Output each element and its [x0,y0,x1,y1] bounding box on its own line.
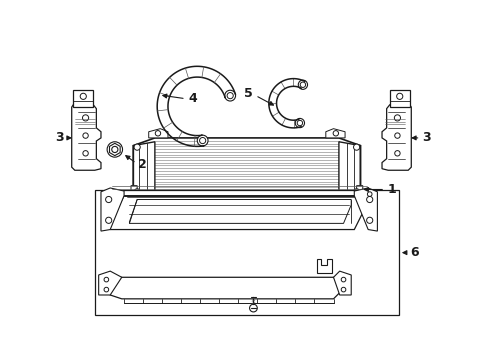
Polygon shape [382,105,411,170]
Polygon shape [133,142,155,197]
Circle shape [249,304,257,312]
Polygon shape [110,277,340,299]
Polygon shape [317,259,332,273]
Polygon shape [326,129,345,138]
Circle shape [295,118,304,128]
Bar [95,190,399,315]
Polygon shape [110,195,368,230]
Polygon shape [334,271,351,295]
Text: 5: 5 [244,87,252,100]
Circle shape [298,80,308,89]
Circle shape [354,189,360,195]
Polygon shape [101,188,124,231]
Text: 6: 6 [411,246,419,259]
Polygon shape [98,271,122,295]
Polygon shape [339,142,361,197]
Circle shape [225,90,236,101]
Polygon shape [149,129,168,138]
Circle shape [197,135,208,146]
Polygon shape [131,186,137,195]
Text: 3: 3 [422,131,431,144]
Text: 1: 1 [388,183,396,196]
Bar [390,90,410,107]
Circle shape [397,93,403,99]
Circle shape [134,189,140,195]
Circle shape [107,142,122,157]
Text: 3: 3 [55,131,64,144]
Circle shape [354,144,360,150]
Text: 2: 2 [138,158,147,171]
Polygon shape [109,143,120,156]
Bar [74,90,93,107]
Polygon shape [357,186,363,195]
Polygon shape [72,105,101,170]
Circle shape [80,93,86,99]
Polygon shape [354,188,377,231]
Circle shape [134,144,140,150]
Text: 4: 4 [188,92,197,105]
